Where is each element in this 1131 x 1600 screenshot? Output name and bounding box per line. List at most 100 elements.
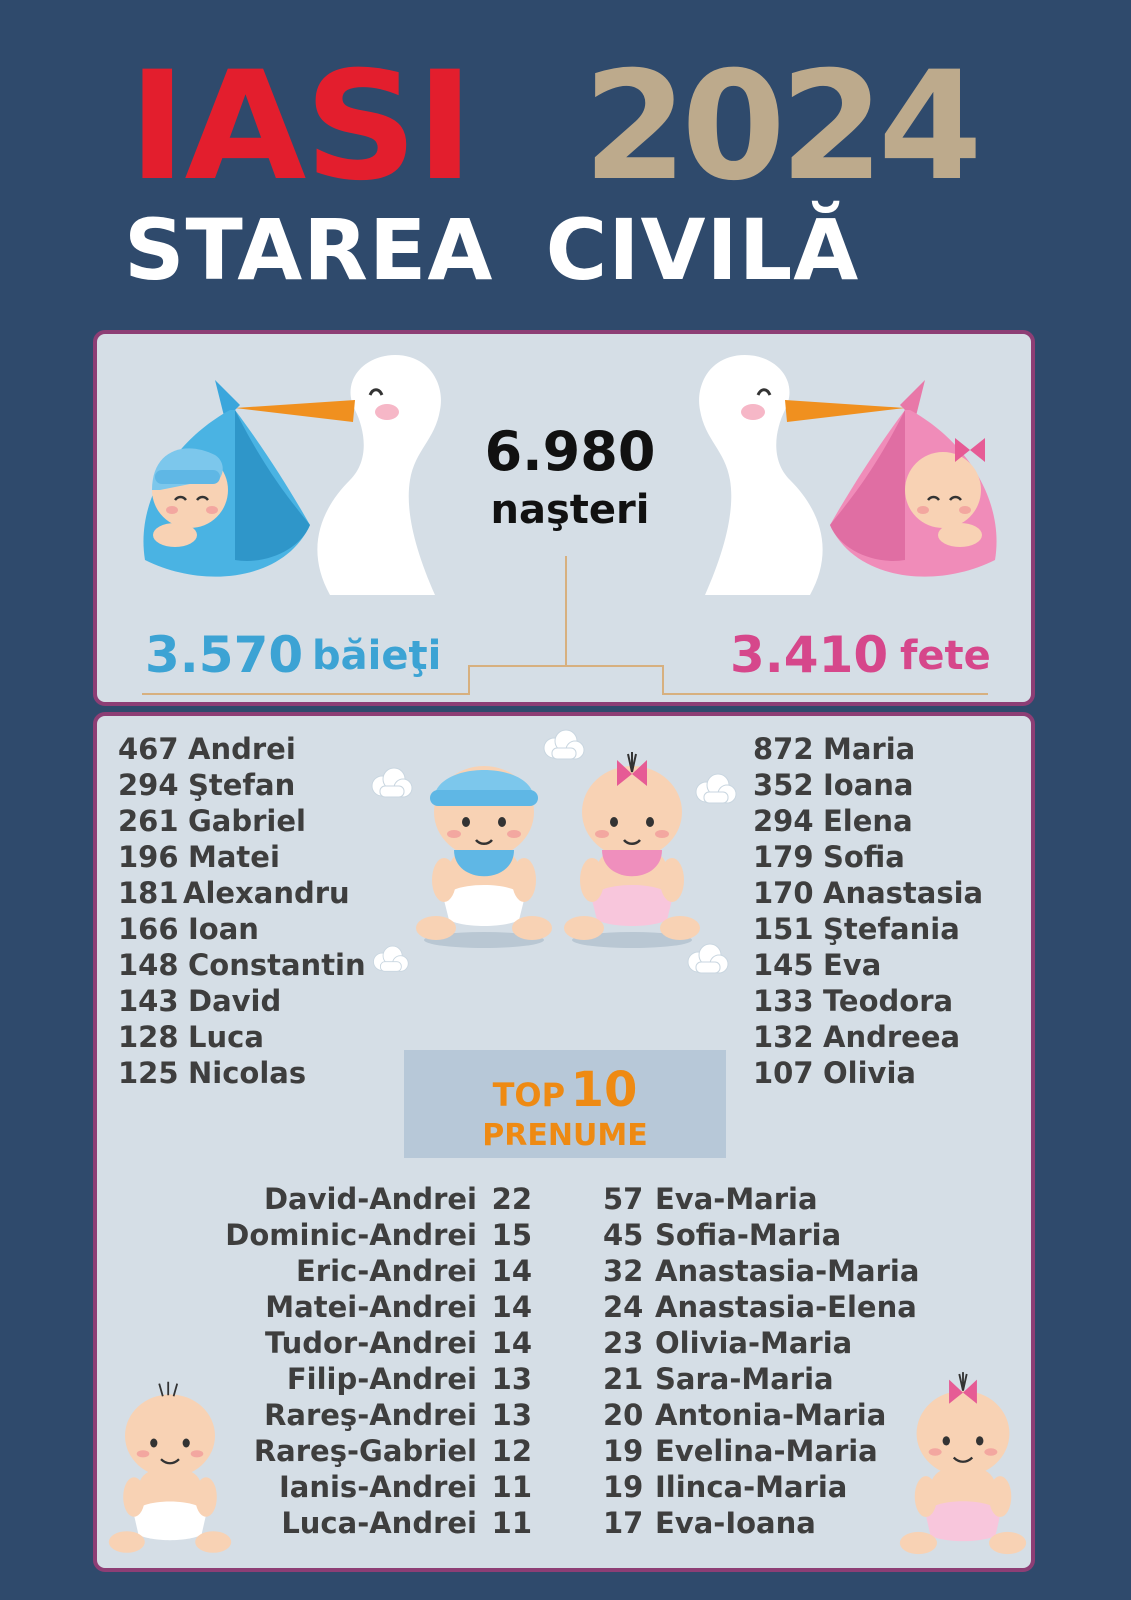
name-label: Ianis-Andrei (278, 1470, 477, 1504)
list-item: 19 Evelina-Maria (603, 1433, 919, 1469)
name-count: 19 (603, 1434, 644, 1468)
top10-number: 10 (570, 1062, 638, 1118)
list-item: 170 Anastasia (753, 875, 983, 911)
name-count: 170 (753, 876, 814, 910)
list-item: Rareş-Gabriel 12 (225, 1433, 532, 1469)
name-label: Anastasia-Maria (655, 1254, 920, 1288)
name-label: Eva-Maria (655, 1182, 818, 1216)
connector-line (565, 556, 567, 666)
name-label: Filip-Andrei (286, 1362, 477, 1396)
list-item: 107 Olivia (753, 1055, 983, 1091)
name-count: 181 (118, 876, 179, 910)
name-count: 13 (491, 1362, 532, 1396)
name-count: 32 (603, 1254, 644, 1288)
name-label: Anastasia (823, 876, 984, 910)
name-label: Matei-Andrei (265, 1290, 477, 1324)
boys-compound-list: David-Andrei 22 Dominic-Andrei 15 Eric-And… (225, 1181, 532, 1541)
name-count: 14 (491, 1326, 532, 1360)
connector-line (468, 665, 664, 667)
name-count: 107 (753, 1056, 814, 1090)
names-panel (93, 712, 1035, 1572)
list-item: 125 Nicolas (118, 1055, 366, 1091)
name-label: Evelina-Maria (655, 1434, 878, 1468)
boys-total: 3.570 (145, 626, 304, 684)
name-count: 17 (603, 1506, 644, 1540)
list-item: Eric-Andrei 14 (225, 1253, 532, 1289)
births-total-label: naşteri (490, 487, 650, 533)
boys-label: băieţi (312, 633, 442, 679)
name-label: Ştefania (823, 912, 960, 946)
connector-line (468, 665, 470, 695)
name-count: 128 (118, 1020, 179, 1054)
name-count: 20 (603, 1398, 644, 1432)
name-count: 11 (491, 1470, 532, 1504)
list-item: 143 David (118, 983, 366, 1019)
name-label: Sofia-Maria (655, 1218, 842, 1252)
name-count: 22 (491, 1182, 532, 1216)
name-label: Dominic-Andrei (225, 1218, 477, 1252)
list-item: 57 Eva-Maria (603, 1181, 919, 1217)
list-item: 467 Andrei (118, 731, 366, 767)
name-label: Ilinca-Maria (655, 1470, 848, 1504)
name-count: 24 (603, 1290, 644, 1324)
list-item: 17 Eva-Ioana (603, 1505, 919, 1541)
name-count: 294 (753, 804, 814, 838)
list-item: 261 Gabriel (118, 803, 366, 839)
name-label: Nicolas (188, 1056, 307, 1090)
girls-total: 3.410 (730, 626, 889, 684)
name-label: Andreea (823, 1020, 961, 1054)
list-item: Rareş-Andrei 13 (225, 1397, 532, 1433)
name-label: Anastasia-Elena (655, 1290, 917, 1324)
list-item: Ianis-Andrei 11 (225, 1469, 532, 1505)
name-label: Olivia (823, 1056, 916, 1090)
top10-word: TOP (492, 1076, 566, 1114)
list-item: 45 Sofia-Maria (603, 1217, 919, 1253)
baby-girl-icon (564, 752, 700, 948)
name-count: 294 (118, 768, 179, 802)
list-item: 21 Sara-Maria (603, 1361, 919, 1397)
name-label: Luca (188, 1020, 264, 1054)
list-item: Dominic-Andrei 15 (225, 1217, 532, 1253)
name-count: 15 (491, 1218, 532, 1252)
name-label: Maria (823, 732, 916, 766)
cloud-icon (373, 945, 409, 972)
list-item: 20 Antonia-Maria (603, 1397, 919, 1433)
name-count: 12 (491, 1434, 532, 1468)
list-item: 24 Anastasia-Elena (603, 1289, 919, 1325)
cloud-icon (371, 767, 413, 798)
name-label: Elena (823, 804, 913, 838)
list-item: Tudor-Andrei 14 (225, 1325, 532, 1361)
list-item: David-Andrei 22 (225, 1181, 532, 1217)
list-item: 181 Alexandru (118, 875, 366, 911)
name-count: 143 (118, 984, 179, 1018)
girls-label: fete (900, 633, 991, 679)
name-label: Ioana (823, 768, 914, 802)
name-count: 133 (753, 984, 814, 1018)
list-item: 148 Constantin (118, 947, 366, 983)
name-label: Ioan (188, 912, 259, 946)
name-count: 872 (753, 732, 814, 766)
connector-line (662, 693, 988, 695)
name-label: Constantin (188, 948, 366, 982)
name-label: Luca-Andrei (281, 1506, 477, 1540)
name-count: 11 (491, 1506, 532, 1540)
name-count: 13 (491, 1398, 532, 1432)
girls-compound-list: 57 Eva-Maria 45 Sofia-Maria 32 Anastasia-Ma… (603, 1181, 919, 1541)
name-label: Ştefan (188, 768, 296, 802)
list-item: 151 Ştefania (753, 911, 983, 947)
list-item: Matei-Andrei 14 (225, 1289, 532, 1325)
year-title: 2024 (583, 40, 982, 214)
name-label: Sara-Maria (655, 1362, 834, 1396)
name-count: 179 (753, 840, 814, 874)
top10-badge: TOP 10 PRENUME (404, 1050, 726, 1158)
stork-boy-bundle-icon (143, 355, 441, 595)
name-count: 21 (603, 1362, 644, 1396)
baby-girl-icon (899, 1372, 1027, 1555)
connector-line (662, 665, 664, 695)
name-count: 57 (603, 1182, 644, 1216)
name-label: David (188, 984, 282, 1018)
name-label: David-Andrei (263, 1182, 477, 1216)
name-count: 166 (118, 912, 179, 946)
list-item: 19 Ilinca-Maria (603, 1469, 919, 1505)
list-item: 145 Eva (753, 947, 983, 983)
